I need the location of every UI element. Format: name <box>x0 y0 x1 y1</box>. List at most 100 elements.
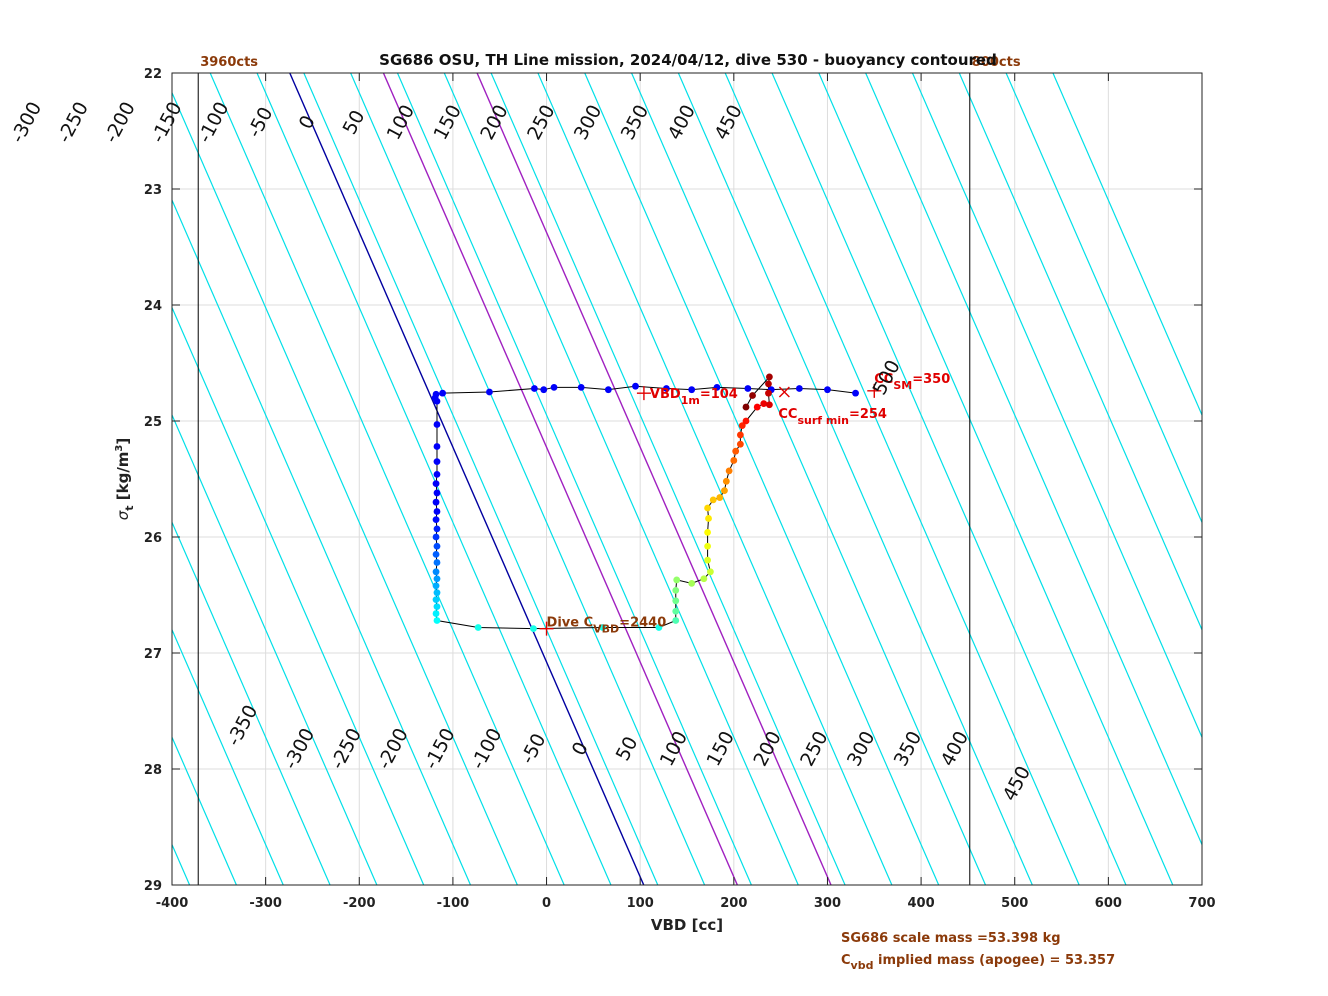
plus-marker <box>636 386 651 401</box>
contour-line <box>724 73 1080 885</box>
data-point <box>632 382 639 390</box>
data-point <box>672 617 680 624</box>
data-point <box>766 373 773 381</box>
y-tick-label: 27 <box>144 647 162 662</box>
implied-mass-sub: vbd <box>851 959 874 972</box>
contour-line <box>172 198 472 885</box>
implied-mass-c: C <box>841 953 851 968</box>
contour-line <box>0 73 96 885</box>
data-point <box>530 385 538 392</box>
x-tick-label: 0 <box>542 896 551 911</box>
data-point <box>704 542 711 550</box>
y-label-sub: t <box>123 505 136 510</box>
data-point <box>824 386 831 394</box>
contour-level-label: -300 <box>7 98 47 146</box>
contour-line <box>1005 73 1202 524</box>
contour-level-label: -250 <box>53 98 93 146</box>
data-point <box>663 385 670 392</box>
data-point <box>742 417 750 425</box>
data-point <box>730 457 738 464</box>
x-tick-label: -100 <box>437 896 470 911</box>
data-point <box>795 385 803 392</box>
marker-label-sub: VBD <box>593 623 619 636</box>
x-tick-label: 600 <box>1095 896 1122 911</box>
data-point <box>852 389 859 397</box>
data-point <box>765 380 772 388</box>
y-tick-label: 22 <box>144 67 162 82</box>
data-point <box>672 586 680 594</box>
axes-frame <box>171 72 1203 886</box>
trajectory <box>431 373 859 633</box>
data-point <box>604 386 612 394</box>
chart-title: SG686 OSU, TH Line mission, 2024/04/12, … <box>379 51 997 69</box>
data-point <box>713 383 721 391</box>
marker-label: CCsurf min=254 <box>778 407 887 427</box>
data-point <box>766 401 773 409</box>
y-label-sigma: σ <box>114 510 132 520</box>
data-point <box>744 385 752 392</box>
data-point <box>577 383 585 391</box>
count-limit-label: 800cts <box>972 55 1021 70</box>
data-point <box>550 383 558 391</box>
y-tick-label: 28 <box>144 763 162 778</box>
data-point <box>433 542 441 550</box>
data-point <box>736 431 744 439</box>
highlight-contour-line <box>476 73 832 885</box>
highlight-contour-line <box>289 73 645 885</box>
x-tick-label: 300 <box>814 896 841 911</box>
data-point <box>433 508 441 515</box>
data-point <box>738 422 746 430</box>
y-label-sup: 3 <box>114 445 125 452</box>
data-point <box>474 624 482 631</box>
contour-line <box>911 73 1202 739</box>
data-point <box>721 487 728 494</box>
data-point <box>433 559 441 566</box>
data-point <box>433 617 441 624</box>
marker-label-sub: 1m <box>681 394 700 407</box>
y-label-unit: [kg/m <box>114 452 132 506</box>
marker-label: CCSM=350 <box>874 372 950 392</box>
data-point <box>433 589 441 597</box>
contour-line <box>490 73 846 885</box>
data-point <box>742 403 750 411</box>
x-tick-label: -300 <box>249 896 282 911</box>
data-point <box>432 498 440 506</box>
x-marker <box>778 386 790 398</box>
marker-label-main: VBD <box>650 387 681 402</box>
data-point <box>709 496 717 504</box>
contour-line <box>958 73 1202 632</box>
data-point <box>432 596 440 604</box>
contour-line <box>172 413 378 885</box>
data-point <box>655 624 663 631</box>
x-tick-label: -400 <box>156 896 189 911</box>
contour-line <box>172 306 425 885</box>
x-tick-label: 700 <box>1188 896 1215 911</box>
y-tick-label: 23 <box>144 183 162 198</box>
data-point <box>433 443 441 450</box>
y-tick-label: 24 <box>144 299 162 314</box>
data-point <box>439 389 447 397</box>
data-point <box>725 467 733 475</box>
data-point <box>700 575 708 583</box>
x-tick-label: -200 <box>343 896 376 911</box>
contour-line <box>256 73 612 885</box>
y-tick-label: 26 <box>144 531 162 546</box>
contour-line <box>303 73 659 885</box>
data-point <box>707 568 714 576</box>
marker-label-value: =2440 <box>619 616 666 631</box>
data-point <box>753 403 761 411</box>
contour-line <box>771 73 1127 885</box>
count-limit-label: 3960cts <box>200 55 258 70</box>
contour-line <box>1052 73 1202 417</box>
contour-line <box>865 73 1202 847</box>
axis-ticks: -400 -300 -200 -100 0 100 200 300 400 500 600 700 22… <box>144 67 1216 911</box>
x-tick-label: 200 <box>720 896 747 911</box>
data-point <box>705 515 712 522</box>
data-point <box>688 386 696 394</box>
data-point <box>704 504 711 512</box>
data-point <box>704 528 711 536</box>
buoyancy-contours <box>0 73 1202 885</box>
highlight-contour-line <box>382 73 739 885</box>
x-tick-label: 100 <box>627 896 654 911</box>
